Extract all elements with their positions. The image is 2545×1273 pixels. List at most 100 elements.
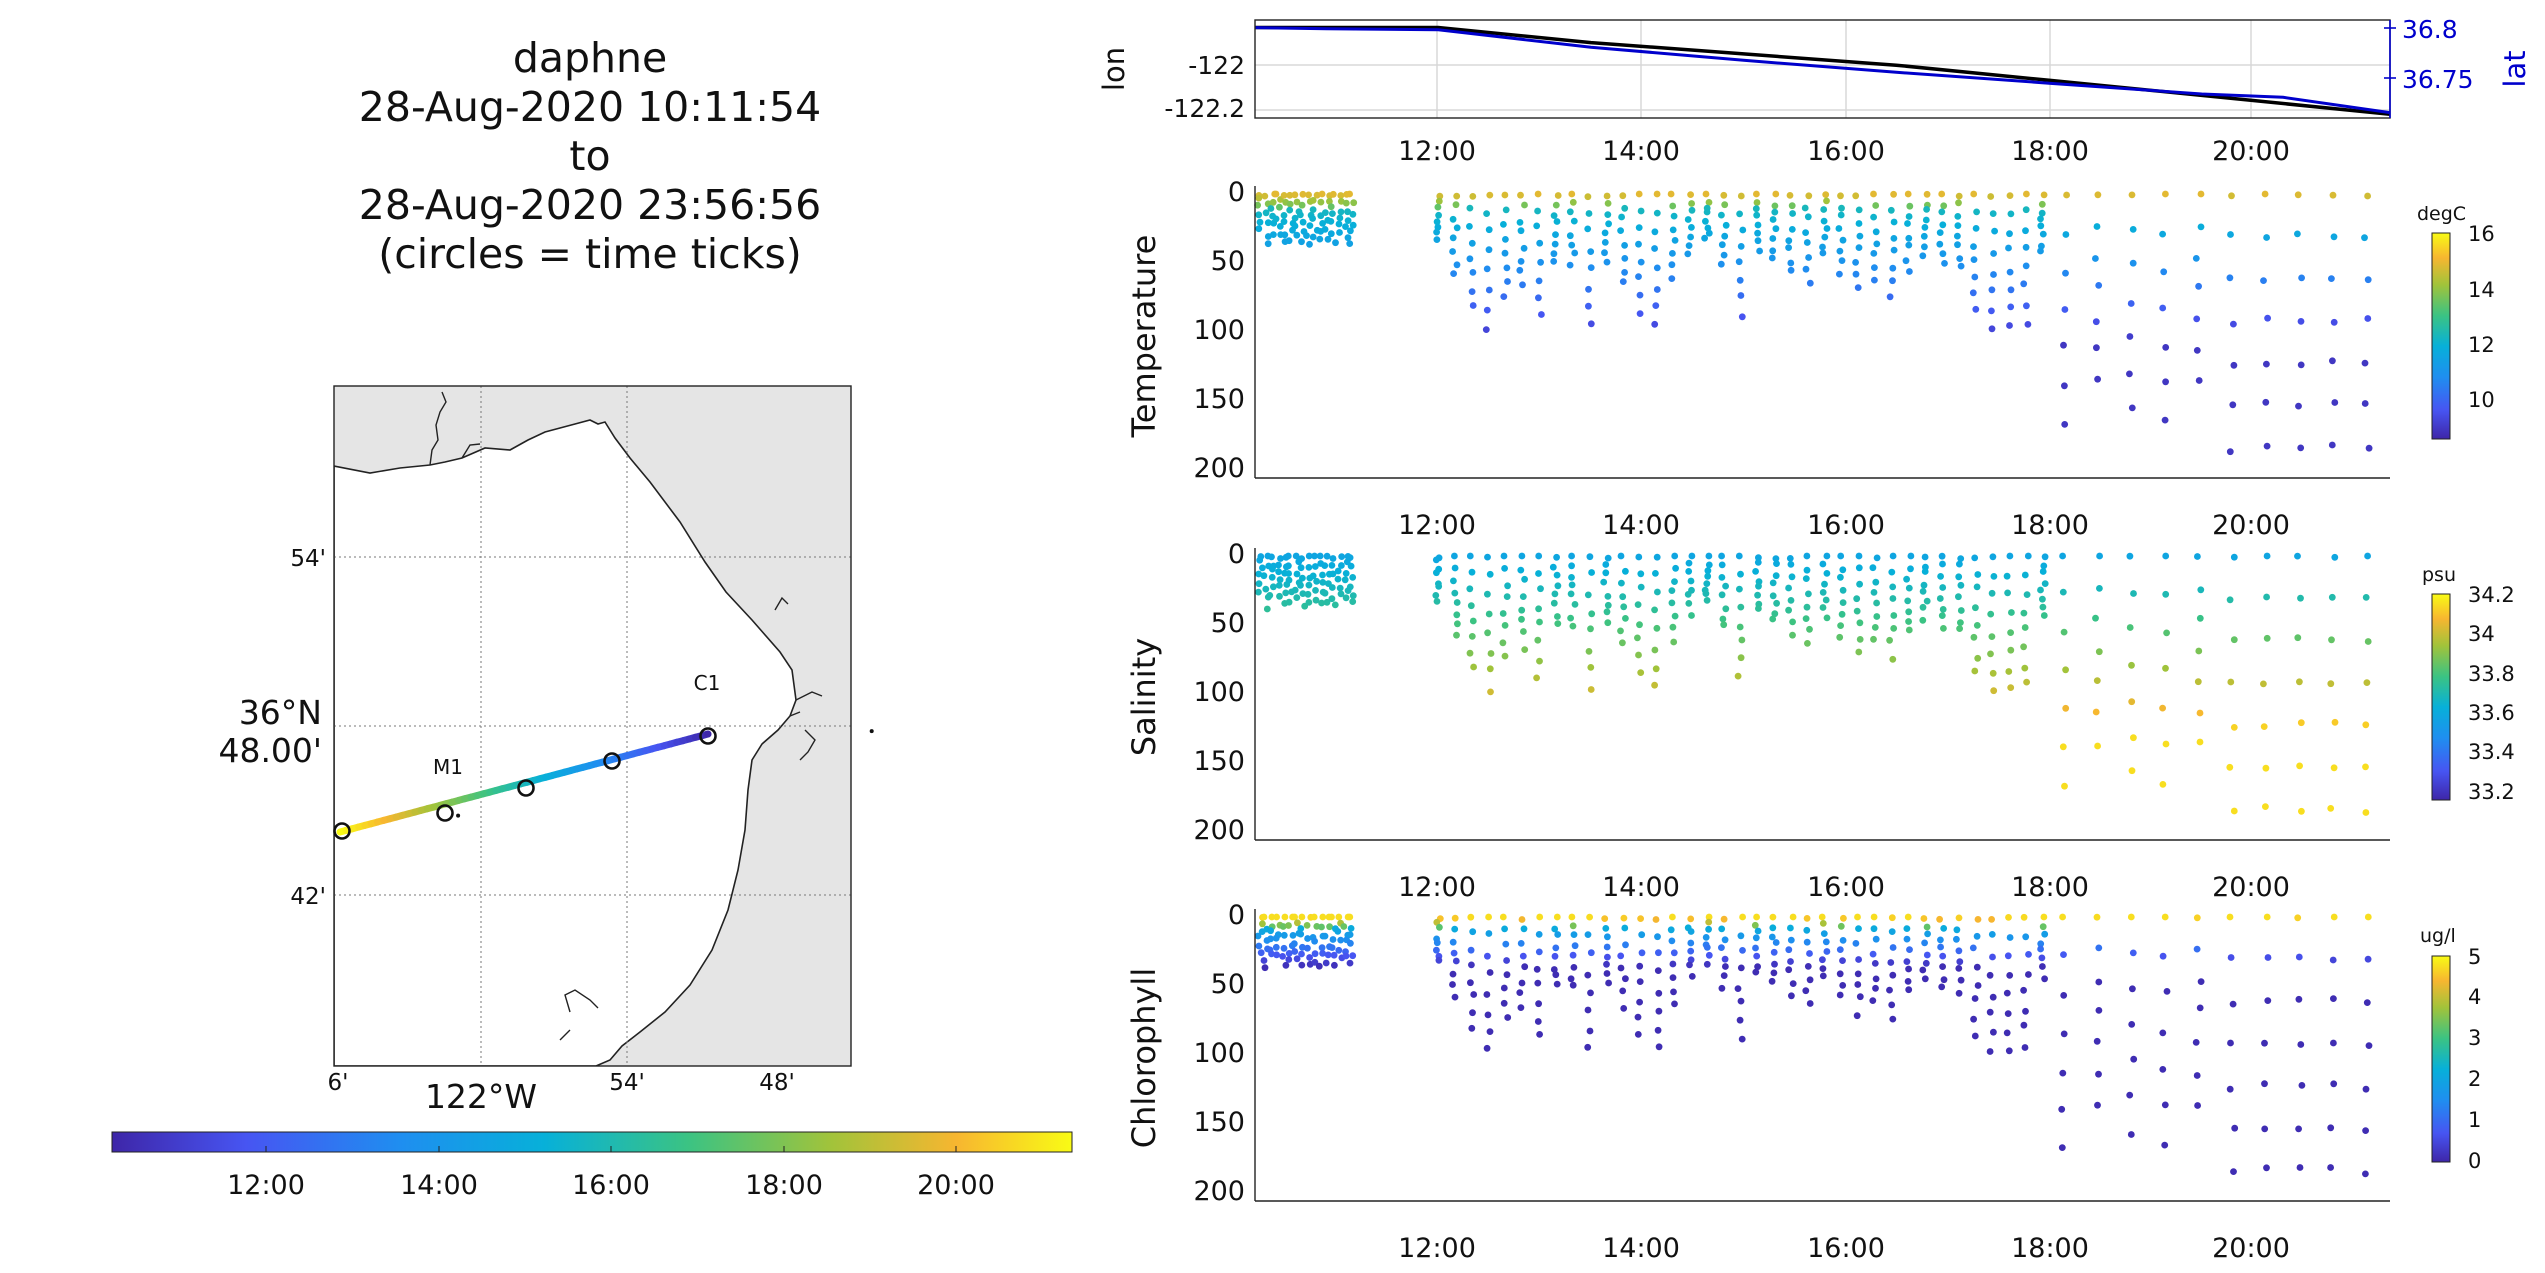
chl-point-278 — [1802, 987, 1810, 995]
sal-point-447 — [2298, 807, 2305, 815]
chl-point-448 — [2330, 913, 2338, 921]
chl-point-445 — [2298, 1082, 2306, 1089]
temp-point-351 — [1957, 262, 1965, 270]
chlorophyll-ytick-150: 150 — [1193, 1107, 1245, 1138]
sal-point-12 — [1268, 553, 1275, 561]
temperature-ytick-200: 200 — [1193, 453, 1245, 484]
temp-point-177 — [1604, 200, 1612, 207]
temp-point-269 — [1785, 244, 1792, 252]
chl-point-409 — [2128, 1021, 2136, 1028]
chl-point-37 — [1294, 919, 1301, 927]
chl-point-123 — [1486, 969, 1494, 976]
temp-point-236 — [1721, 232, 1729, 240]
temp-point-274 — [1804, 213, 1812, 221]
sal-point-352 — [1971, 554, 1979, 562]
temp-point-156 — [1552, 231, 1559, 239]
chl-point-224 — [1705, 913, 1713, 921]
temp-point-367 — [1988, 325, 1996, 333]
map-lon-tick-6: 6' — [328, 1070, 349, 1096]
temp-point-303 — [1854, 284, 1862, 291]
sal-point-91 — [1347, 562, 1355, 570]
sal-point-215 — [1670, 638, 1678, 646]
temp-point-387 — [2037, 215, 2044, 223]
sal-point-21 — [1276, 576, 1284, 584]
chlorophyll-ylabel: Chlorophyll — [1125, 968, 1163, 1148]
chl-point-399 — [2093, 913, 2101, 921]
sal-point-217 — [1685, 559, 1693, 567]
temp-point-393 — [2062, 231, 2070, 238]
chl-point-371 — [2006, 972, 2014, 979]
sal-point-438 — [2260, 723, 2268, 730]
temp-point-262 — [1769, 247, 1777, 255]
sal-point-396 — [2062, 704, 2070, 712]
sal-point-152 — [1553, 553, 1560, 561]
chl-point-358 — [1970, 1015, 1977, 1023]
sal-point-436 — [2263, 634, 2271, 642]
sal-point-337 — [1939, 560, 1946, 568]
chl-point-5 — [1257, 949, 1265, 957]
temp-point-247 — [1738, 313, 1746, 321]
temp-point-159 — [1550, 258, 1558, 265]
sal-point-358 — [1974, 654, 1982, 662]
chl-point-340 — [1939, 952, 1947, 960]
temp-point-407 — [2129, 226, 2137, 233]
chl-point-362 — [1989, 953, 1996, 961]
sal-point-359 — [1971, 667, 1979, 675]
temp-point-448 — [2329, 191, 2337, 199]
temp-point-188 — [1621, 242, 1628, 249]
sal-point-461 — [2362, 809, 2370, 816]
chl-point-413 — [2161, 913, 2169, 921]
chl-point-1 — [1259, 920, 1266, 928]
sal-point-5 — [1255, 588, 1262, 596]
sal-point-348 — [1955, 593, 1962, 601]
sal-point-153 — [1549, 563, 1557, 571]
chl-point-166 — [1567, 975, 1575, 983]
time-colorbar-tick-1800: 18:00 — [745, 1170, 823, 1201]
sal-point-354 — [1973, 583, 1981, 591]
position-ylabel-lat: lat — [2498, 50, 2532, 87]
chl-point-4 — [1255, 942, 1263, 950]
temp-point-65 — [1316, 235, 1324, 243]
station-label-c1: C1 — [694, 671, 721, 695]
sal-point-165 — [1571, 601, 1579, 608]
sal-point-17 — [1266, 592, 1274, 599]
chl-point-111 — [1451, 993, 1459, 1001]
chl-point-130 — [1502, 940, 1510, 948]
sal-point-395 — [2062, 666, 2070, 674]
sal-point-278 — [1806, 625, 1813, 633]
chl-point-422 — [2197, 978, 2205, 985]
temp-point-368 — [2006, 192, 2014, 200]
temp-point-277 — [1805, 254, 1812, 261]
chl-point-336 — [1936, 915, 1943, 923]
chl-point-193 — [1638, 931, 1646, 939]
temp-point-398 — [2061, 421, 2069, 428]
chl-point-309 — [1872, 975, 1880, 983]
sal-point-434 — [2263, 552, 2271, 560]
station-marker-m1 — [456, 813, 461, 818]
temp-point-48 — [1305, 191, 1312, 199]
sal-point-45 — [1297, 581, 1304, 589]
chl-point-110 — [1449, 981, 1456, 988]
sal-point-74 — [1329, 570, 1337, 578]
temp-point-403 — [2092, 318, 2100, 326]
chl-point-68 — [1321, 932, 1329, 940]
chl-point-97 — [1433, 918, 1441, 926]
chl-point-373 — [2004, 1010, 2012, 1017]
sal-point-31 — [1285, 562, 1292, 570]
sal-point-236 — [1718, 591, 1726, 599]
chl-point-118 — [1469, 1009, 1476, 1017]
sal-point-92 — [1349, 574, 1357, 581]
temp-point-56 — [1309, 206, 1317, 214]
sal-point-322 — [1903, 575, 1910, 583]
temp-point-337 — [1940, 202, 1948, 210]
sal-point-235 — [1722, 582, 1729, 590]
temp-point-211 — [1669, 226, 1677, 234]
temp-point-248 — [1753, 190, 1760, 198]
sal-point-115 — [1467, 602, 1475, 610]
chl-point-3 — [1254, 932, 1262, 940]
chl-point-386 — [2041, 930, 2049, 938]
map-lat-tick-42: 42' — [290, 884, 326, 910]
sal-point-261 — [1773, 599, 1780, 607]
sal-point-331 — [1920, 581, 1928, 589]
temp-point-90 — [1346, 190, 1353, 198]
